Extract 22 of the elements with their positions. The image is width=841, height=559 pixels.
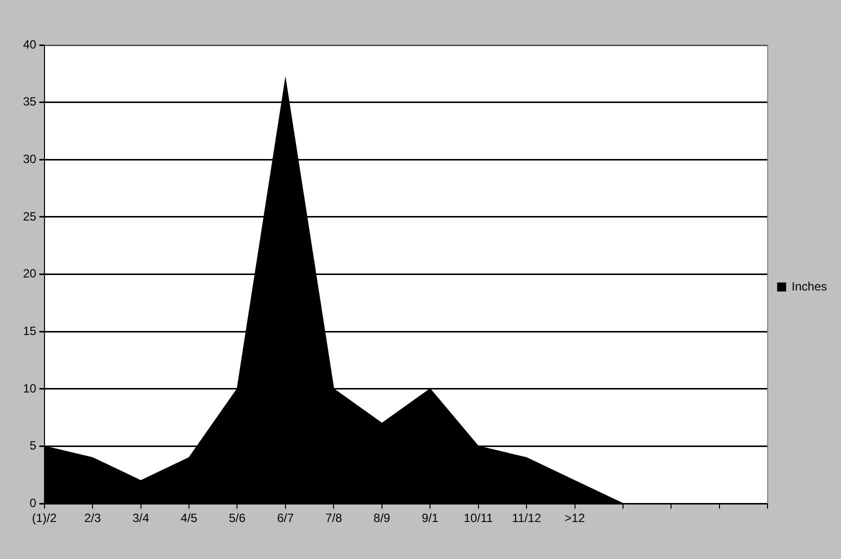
- y-tick-label: 15: [22, 324, 37, 338]
- legend-label: Inches: [792, 279, 828, 294]
- y-tick-label: 10: [22, 381, 37, 396]
- y-tick-label: 0: [30, 496, 37, 510]
- x-tick-label: 3/4: [132, 511, 150, 526]
- y-tick-label: 30: [22, 152, 37, 166]
- x-tick-label: 9/1: [422, 511, 439, 526]
- x-tick-label: 8/9: [374, 511, 391, 526]
- x-tick-label: 6/7: [277, 511, 294, 526]
- x-tick-label: 5/6: [228, 511, 246, 526]
- x-tick-label: 4/5: [180, 511, 198, 526]
- y-tick-label: 35: [22, 94, 37, 109]
- y-tick-label: 40: [22, 37, 37, 52]
- y-tick-label: 20: [22, 266, 37, 281]
- x-tick-label: (1)/2: [32, 511, 58, 526]
- x-tick-label: >12: [564, 511, 586, 526]
- x-tick-label: 10/11: [464, 511, 494, 526]
- y-tick-label: 5: [30, 438, 37, 453]
- x-tick-label: 7/8: [325, 511, 342, 526]
- x-tick-label: 11/12: [512, 511, 542, 526]
- y-tick-label: 25: [22, 209, 37, 224]
- x-tick-label: 2/3: [84, 511, 102, 526]
